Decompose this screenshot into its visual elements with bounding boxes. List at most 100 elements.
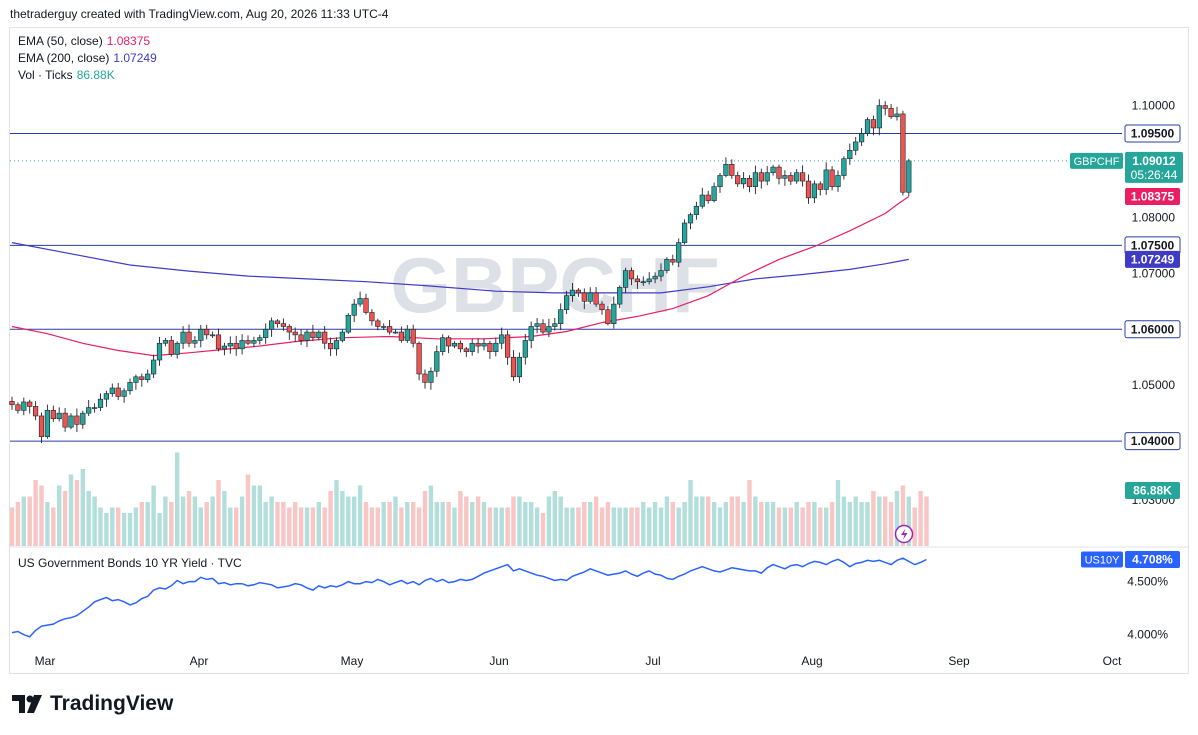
volume-bar	[829, 502, 835, 546]
candle-body	[699, 194, 705, 207]
candle-body	[50, 410, 56, 420]
candle-body	[103, 393, 109, 400]
volume-bar	[269, 496, 274, 546]
replay-icon[interactable]	[894, 524, 914, 544]
volume-bar	[570, 507, 575, 546]
candle-body	[681, 222, 688, 243]
candle-body	[151, 359, 157, 375]
volume-bar	[753, 496, 758, 546]
volume-bar	[369, 507, 375, 546]
tradingview-brand: TradingView	[50, 692, 174, 715]
volume-bar	[906, 496, 911, 546]
volume-bar	[658, 507, 664, 546]
volume-bar	[700, 496, 705, 546]
candle-body	[552, 323, 558, 327]
volume-bar	[399, 507, 404, 546]
legend-ema200-value: 1.07249	[113, 51, 157, 65]
volume-bar	[493, 507, 498, 546]
volume-bars	[9, 452, 929, 546]
candle-body	[327, 342, 334, 350]
candle-body	[251, 340, 257, 344]
candle-body	[339, 331, 346, 341]
volume-bar	[534, 507, 540, 546]
time-axis-tick: Sep	[948, 654, 970, 668]
candle-body	[333, 340, 340, 350]
candle-body	[847, 150, 853, 160]
volume-bar	[729, 496, 734, 546]
price-badges[interactable]: 1.09500 1.07500 1.06000 1.04000 1.08375 1.072…	[1070, 124, 1183, 568]
candle-body	[363, 298, 369, 313]
candle-body	[599, 303, 605, 310]
level-price-badge-outline	[1124, 320, 1181, 339]
candle-body	[487, 342, 493, 352]
volume-bar	[86, 491, 91, 546]
candle-body	[351, 303, 357, 316]
tradingview-logo-icon	[12, 695, 42, 713]
price-axis-tick: 1.08000	[1132, 210, 1176, 224]
candle-body	[493, 342, 499, 352]
volume-bar	[151, 485, 156, 546]
volume-bar	[611, 507, 616, 546]
candle-body	[776, 166, 782, 179]
yield-pane[interactable]	[11, 557, 927, 638]
candle-body	[829, 169, 835, 187]
volume-bar	[735, 496, 740, 546]
candle-body	[86, 407, 92, 414]
volume-bar	[776, 507, 782, 546]
volume-bar	[192, 496, 198, 546]
level-price-badge: 1.07500	[1131, 238, 1175, 252]
horizontal-levels[interactable]	[10, 133, 1122, 442]
candle-body	[746, 177, 753, 187]
volume-bar	[582, 502, 587, 546]
volume-bar	[871, 491, 876, 546]
time-axis-tick: Jun	[489, 654, 508, 668]
price-axis-tick: 1.10000	[1132, 99, 1176, 113]
candle-body	[445, 337, 452, 347]
volume-bar	[452, 507, 457, 546]
candle-body	[788, 175, 794, 182]
candle-body	[180, 331, 186, 344]
volume-bar	[647, 507, 652, 546]
volume-bar	[334, 480, 339, 546]
volume-bar	[558, 496, 563, 546]
yield-axis-tick: 4.500%	[1127, 575, 1168, 589]
candle-body	[215, 334, 222, 350]
candle-body	[864, 119, 871, 134]
candle-body	[658, 270, 664, 277]
volume-bar	[759, 502, 764, 546]
ema200-line	[11, 242, 909, 294]
volume-bar	[847, 502, 852, 546]
legend-ema50-value: 1.08375	[106, 34, 151, 48]
candle-body	[410, 328, 416, 344]
legend-ema50[interactable]: EMA (50, close) 1.08375	[18, 34, 150, 48]
legend-ema200[interactable]: EMA (200, close) 1.07249	[18, 51, 157, 65]
yield-symbol-tag-bg	[1081, 551, 1123, 568]
candle-body	[882, 105, 888, 109]
legend-volume[interactable]: Vol · Ticks 86.88K	[18, 68, 115, 82]
candle-body	[457, 342, 464, 350]
volume-bar	[51, 507, 56, 546]
legend-yield-label: US Government Bonds 10 YR Yield · TVC	[18, 556, 242, 570]
volume-bar	[411, 502, 416, 546]
tradingview-logo[interactable]: TradingView	[12, 692, 173, 716]
candlesticks[interactable]	[9, 99, 912, 444]
volume-bar	[605, 502, 611, 546]
candle-body	[799, 172, 806, 182]
candle-body	[622, 270, 629, 288]
candle-body	[534, 323, 540, 327]
price-axis-tick: 1.05000	[1132, 378, 1176, 392]
legend-yield[interactable]: US Government Bonds 10 YR Yield · TVC	[18, 556, 242, 570]
candle-body	[481, 342, 487, 347]
candle-body	[174, 342, 180, 355]
candle-body	[634, 278, 640, 283]
candle-body	[516, 356, 522, 378]
candle-body	[375, 320, 381, 327]
ema50-price-badge-bg	[1125, 187, 1180, 205]
candle-body	[546, 326, 552, 333]
volume-bar	[564, 507, 569, 546]
volume-bar	[629, 507, 634, 546]
volume-bar	[352, 496, 357, 546]
volume-bar	[765, 502, 770, 546]
candle-body	[210, 334, 216, 337]
